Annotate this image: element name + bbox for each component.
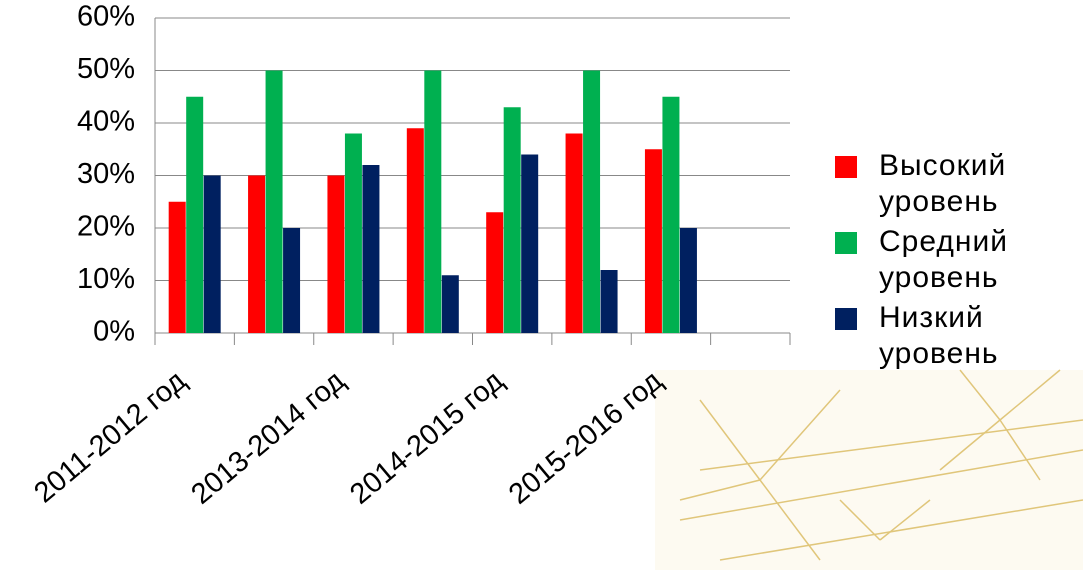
bar bbox=[203, 175, 221, 333]
x-tick-label: 2011-2012 год bbox=[28, 365, 192, 510]
legend-item: Низкий уровень bbox=[835, 300, 1083, 372]
legend-swatch bbox=[835, 156, 857, 178]
y-tick-label: 0% bbox=[93, 316, 135, 348]
bar bbox=[583, 70, 601, 333]
bar bbox=[565, 133, 583, 333]
bar bbox=[503, 107, 521, 333]
bar bbox=[521, 154, 539, 333]
bar bbox=[424, 70, 442, 333]
bar bbox=[168, 201, 186, 333]
bar bbox=[644, 149, 662, 333]
y-tick-label: 50% bbox=[77, 53, 135, 85]
bar bbox=[679, 228, 697, 333]
bar bbox=[265, 70, 283, 333]
bar bbox=[362, 165, 380, 333]
bar bbox=[327, 175, 345, 333]
bar bbox=[600, 270, 618, 333]
bar bbox=[486, 212, 504, 333]
legend-swatch bbox=[835, 232, 857, 254]
y-tick-label: 60% bbox=[77, 1, 135, 33]
y-tick-label: 20% bbox=[77, 211, 135, 243]
legend-swatch bbox=[835, 308, 857, 330]
legend-label: Высокий уровень bbox=[879, 149, 1007, 218]
bar bbox=[283, 228, 301, 333]
y-tick-label: 30% bbox=[77, 158, 135, 190]
decoration bbox=[655, 369, 1083, 570]
legend-item: Средний уровень bbox=[835, 224, 1083, 296]
y-tick-label: 40% bbox=[77, 106, 135, 138]
bar bbox=[344, 133, 362, 333]
bar bbox=[406, 128, 424, 333]
bar bbox=[662, 96, 680, 333]
x-tick-label: 2014-2015 год bbox=[344, 365, 509, 511]
bar bbox=[186, 96, 204, 333]
x-tick-label: 2015-2016 год bbox=[503, 365, 668, 511]
bar bbox=[248, 175, 266, 333]
legend-label: Низкий уровень bbox=[879, 301, 999, 370]
x-tick-label: 2013-2014 год bbox=[185, 365, 350, 511]
legend-item: Высокий уровень bbox=[835, 148, 1083, 220]
legend: Высокий уровень Средний уровень Низкий уро… bbox=[835, 148, 1083, 376]
y-tick-label: 10% bbox=[77, 263, 135, 295]
legend-label: Средний уровень bbox=[879, 225, 1008, 294]
bar bbox=[441, 275, 459, 333]
